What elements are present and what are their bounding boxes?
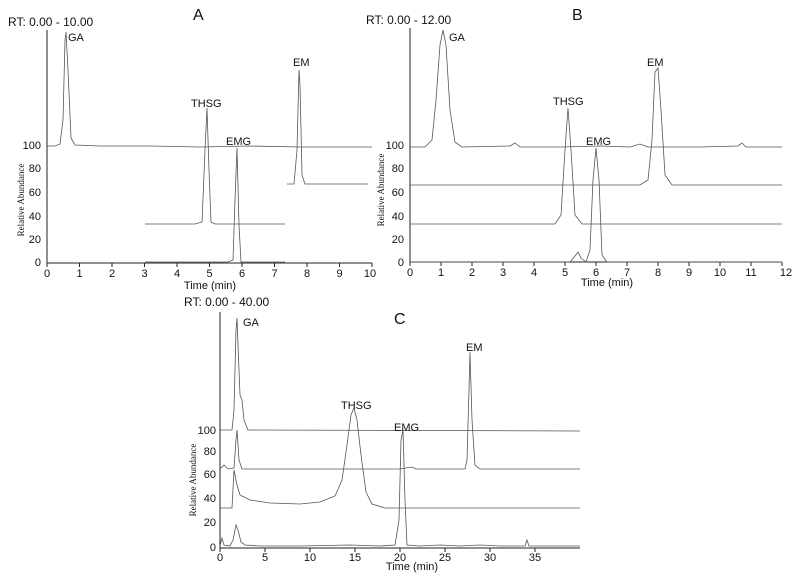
panel-c-y-tick-label: 40 (204, 493, 216, 505)
panel-b-x-tick-label: 7 (624, 267, 630, 279)
panel-c-peak-label-emg: EMG (394, 422, 419, 434)
panel-b: B RT: 0.00 - 12.00 Relative Abundance Ti… (366, 7, 792, 289)
panel-b-x-tick-label: 12 (780, 267, 792, 279)
panel-a-y-tick-label: 100 (23, 140, 41, 152)
panel-c-x-tick-label: 35 (529, 552, 541, 564)
panel-c-x-tick-label: 20 (394, 552, 406, 564)
panel-c-trace-ga (220, 317, 581, 432)
panel-a-trace-emg (145, 147, 285, 263)
panel-a-x-tick-label: 1 (76, 268, 82, 280)
panel-b-y-tick-label: 80 (392, 163, 404, 175)
panel-b-x-tick-labels: 0 1 2 3 4 5 6 7 8 9 10 11 12 (407, 267, 792, 279)
panel-a-x-tick-label: 0 (44, 268, 50, 280)
panel-a-peak-label-ga: GA (68, 32, 85, 44)
panel-b-x-tick-label: 8 (655, 267, 661, 279)
panel-a-y-tick-labels: 0 20 40 60 80 100 (23, 140, 41, 269)
panel-a-x-tick-label: 2 (109, 268, 115, 280)
panel-a-y-tick-label: 60 (29, 187, 41, 199)
panel-b-x-tick-label: 5 (562, 267, 568, 279)
panel-a-x-tick-labels: 0 1 2 3 4 5 6 7 8 9 10 (44, 268, 376, 280)
panel-b-x-tick-label: 9 (686, 267, 692, 279)
panel-b-x-tick-label: 1 (438, 267, 444, 279)
panel-b-trace-thsg (410, 107, 782, 225)
panel-c-y-tick-label: 60 (204, 469, 216, 481)
panel-b-peak-label-thsg: THSG (553, 96, 584, 108)
panel-c-x-tick-label: 0 (217, 552, 223, 564)
panel-a-x-ticks (46, 263, 373, 267)
panel-c-x-tick-label: 25 (439, 552, 451, 564)
panel-a-rt-label: RT: 0.00 - 10.00 (8, 15, 93, 29)
panel-b-peak-label-ga: GA (449, 32, 466, 44)
panel-b-x-ticks (409, 262, 783, 266)
panel-b-y-tick-label: 20 (392, 234, 404, 246)
panel-b-x-axis-title: Time (min) (581, 277, 633, 289)
panel-b-x-tick-label: 11 (745, 267, 756, 279)
panel-c-x-tick-label: 10 (304, 552, 316, 564)
panel-a-peak-label-thsg: THSG (191, 98, 222, 110)
panel-a-x-tick-label: 10 (364, 268, 376, 280)
panel-a-x-tick-label: 9 (336, 268, 342, 280)
panel-b-y-tick-labels: 0 20 40 60 80 100 (386, 140, 404, 269)
panel-a-y-tick-label: 40 (29, 211, 41, 223)
panel-c: C RT: 0.00 - 40.00 Relative Abundance Ti… (184, 295, 581, 573)
panel-a-y-tick-label: 0 (35, 257, 41, 269)
panel-a-y-tick-label: 20 (29, 234, 41, 246)
panel-c-peak-label-thsg: THSG (341, 400, 372, 412)
panel-c-x-tick-label: 5 (262, 552, 268, 564)
panel-b-trace-emg (410, 147, 782, 263)
panel-b-y-tick-label: 60 (392, 187, 404, 199)
panel-c-y-tick-label: 100 (198, 425, 216, 437)
panel-b-x-tick-label: 6 (593, 267, 599, 279)
panel-c-x-tick-label: 15 (349, 552, 361, 564)
panel-b-letter: B (572, 7, 583, 24)
panel-a-x-tick-label: 6 (239, 268, 245, 280)
panel-c-x-tick-labels: 0 5 10 15 20 25 30 35 (217, 552, 541, 564)
panel-c-x-ticks (219, 548, 536, 552)
panel-a-x-tick-label: 4 (174, 268, 180, 280)
panel-a-y-axis-title: Relative Abundance (16, 164, 26, 237)
panel-a-x-tick-label: 3 (141, 268, 147, 280)
panel-a-peak-label-emg: EMG (226, 136, 251, 148)
panel-c-y-axis-title: Relative Abundance (188, 444, 198, 517)
panel-a-y-tick-label: 80 (29, 163, 41, 175)
panel-c-peak-label-ga: GA (243, 317, 260, 329)
panel-c-y-tick-label: 80 (204, 446, 216, 458)
panel-c-trace-em (219, 351, 580, 470)
panel-a-x-tick-label: 5 (206, 268, 212, 280)
panel-b-y-tick-label: 0 (398, 257, 404, 269)
panel-b-x-tick-label: 2 (469, 267, 475, 279)
panel-b-trace-ga (410, 29, 782, 148)
panel-a-x-tick-label: 7 (271, 268, 277, 280)
panel-c-letter: C (394, 311, 406, 328)
panel-c-trace-thsg (220, 406, 580, 509)
panel-b-peak-label-em: EM (647, 57, 664, 69)
panel-c-y-tick-label: 20 (204, 517, 216, 529)
panel-c-rt-label: RT: 0.00 - 40.00 (184, 295, 269, 309)
panel-b-x-tick-label: 3 (500, 267, 506, 279)
panel-c-peak-label-em: EM (466, 342, 483, 354)
panel-c-x-tick-label: 30 (484, 552, 496, 564)
panel-b-peak-label-emg: EMG (586, 136, 611, 148)
panel-c-y-tick-label: 0 (210, 542, 216, 554)
panel-a-trace-em (287, 69, 368, 185)
panel-a-peak-label-em: EM (293, 57, 310, 69)
panel-a-trace-ga (47, 31, 372, 148)
panel-a-trace-thsg (145, 107, 285, 225)
panel-c-x-axis-title: Time (min) (386, 561, 438, 573)
panel-b-y-axis-title: Relative Abundance (376, 154, 386, 227)
panel-b-y-tick-label: 40 (392, 211, 404, 223)
panel-a-letter: A (193, 7, 204, 24)
panel-b-x-tick-label: 0 (407, 267, 413, 279)
panel-b-trace-em (410, 66, 782, 186)
panel-a-x-tick-label: 8 (304, 268, 310, 280)
panel-c-y-tick-labels: 0 20 40 60 80 100 (198, 425, 216, 554)
panel-b-x-tick-label: 4 (531, 267, 537, 279)
panel-b-y-tick-label: 100 (386, 140, 404, 152)
panel-c-trace-emg (219, 429, 580, 547)
panel-a-x-axis-title: Time (min) (184, 280, 236, 292)
panel-b-rt-label: RT: 0.00 - 12.00 (366, 13, 451, 27)
panel-a: A RT: 0.00 - 10.00 Relative Abundance Ti… (8, 7, 376, 292)
panel-b-x-tick-label: 10 (714, 267, 726, 279)
